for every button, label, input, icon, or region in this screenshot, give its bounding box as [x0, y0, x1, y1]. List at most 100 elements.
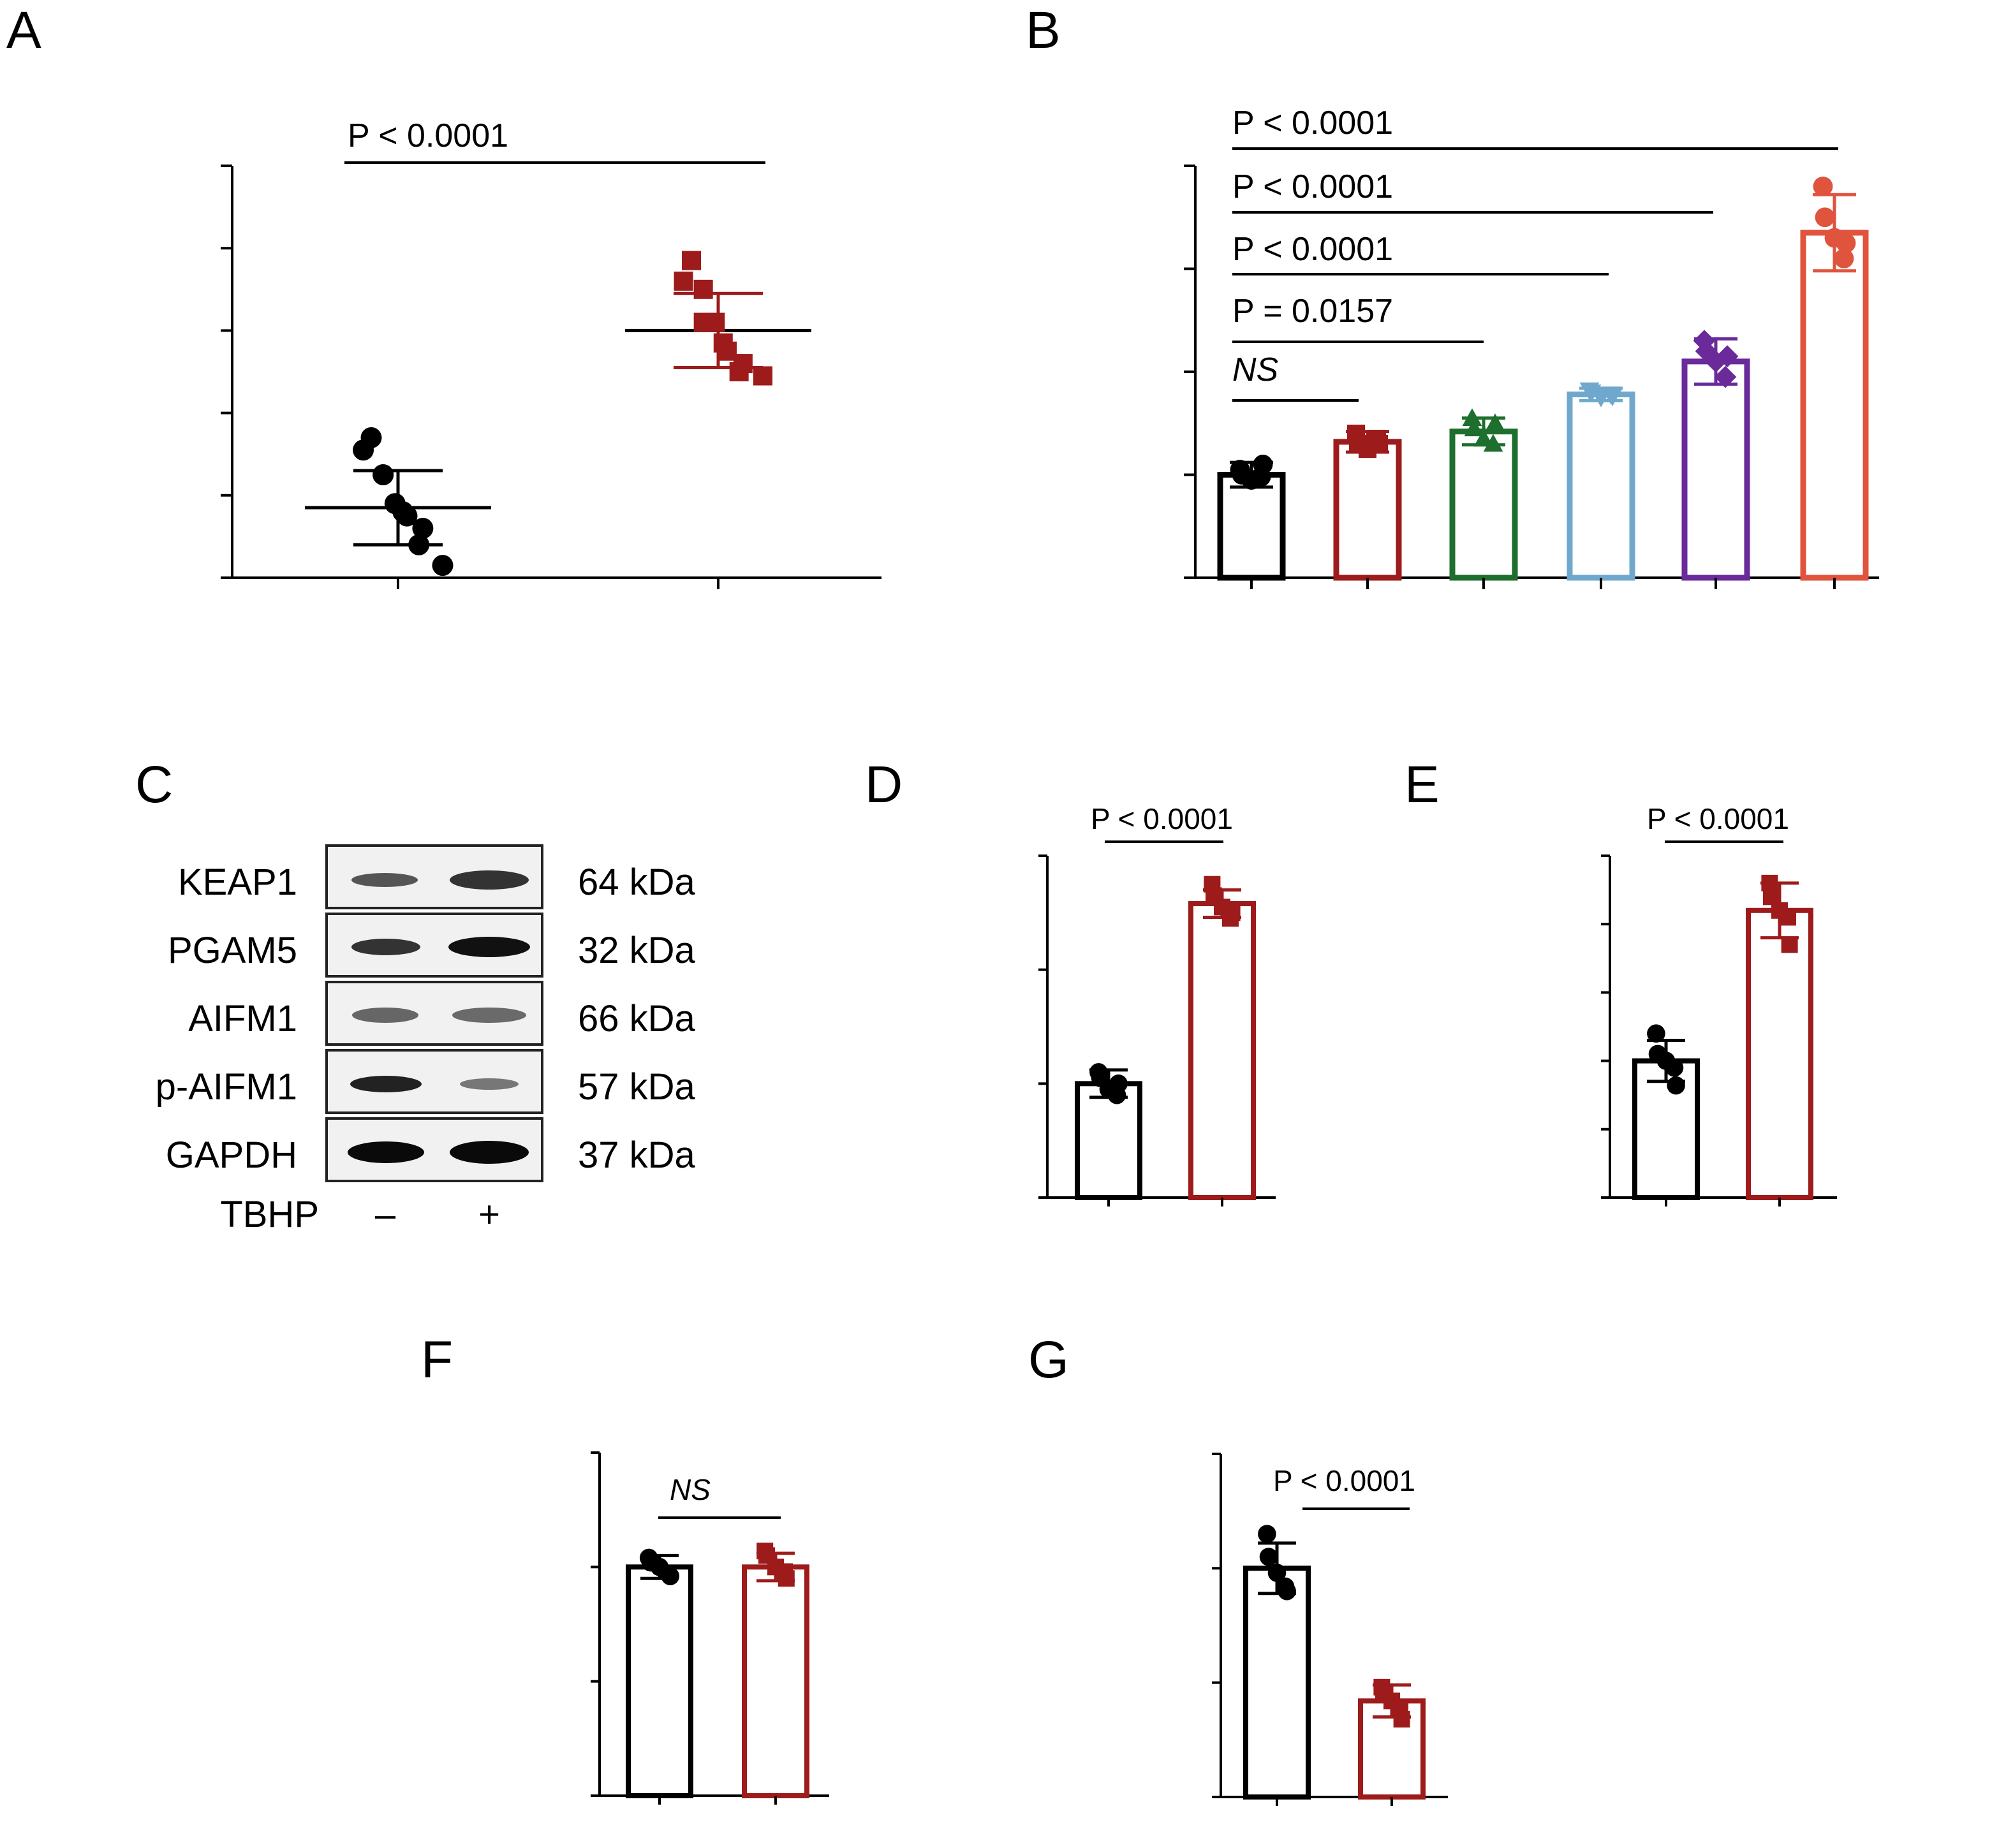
data-point [1602, 388, 1623, 407]
data-point [1695, 340, 1718, 363]
data-point [1834, 248, 1854, 268]
bar [626, 1564, 693, 1798]
data-point [661, 1567, 680, 1585]
panel-letter-b: B [1026, 1, 1061, 59]
western-blot-panel: KEAP1 PGAM5 AIFM1 p-AIFM1 GAPDH 64 kDa 3… [156, 844, 696, 1235]
blot-size-label: 32 kDa [578, 930, 696, 971]
data-point [753, 366, 772, 386]
data-point [1714, 365, 1737, 388]
panel-letter-d: D [865, 756, 903, 814]
blot-band [452, 1008, 526, 1023]
data-point [1647, 1024, 1665, 1043]
bar [1188, 901, 1256, 1201]
bar [1567, 392, 1635, 581]
data-point [1393, 1711, 1410, 1728]
chart-panel-d [1038, 854, 1276, 1206]
data-point [674, 271, 693, 291]
p-value-label-a: P < 0.0001 [348, 117, 508, 154]
blot-band [352, 1008, 418, 1023]
data-point [1716, 345, 1739, 368]
data-point [1464, 418, 1484, 437]
panel-letter-g: G [1028, 1331, 1069, 1389]
data-point [1370, 435, 1388, 453]
blot-size-label: 37 kDa [578, 1134, 696, 1176]
p-value-label-e: P < 0.0001 [1647, 802, 1789, 835]
bar [1681, 358, 1750, 581]
data-point [408, 534, 430, 555]
chart-panel-f [591, 1451, 829, 1805]
data-point [1836, 233, 1856, 253]
data-point [1781, 936, 1798, 953]
data-point [1278, 1581, 1296, 1601]
data-point [1483, 434, 1503, 452]
p-value-label-b-100: P < 0.0001 [1232, 168, 1393, 205]
blot-band [448, 937, 530, 957]
data-point [693, 279, 713, 299]
panel-letter-a: A [6, 1, 41, 59]
data-point [353, 439, 374, 461]
blot-protein-label: AIFM1 [188, 998, 297, 1039]
treatment-minus: – [375, 1194, 396, 1235]
data-point [1462, 408, 1482, 426]
data-point [1815, 207, 1835, 228]
data-point [682, 251, 701, 270]
blot-band [351, 939, 420, 955]
p-value-label-d: P < 0.0001 [1091, 802, 1233, 835]
data-point [1665, 1059, 1684, 1077]
blot-protein-label: KEAP1 [178, 862, 297, 903]
data-point [373, 464, 394, 485]
chart-panel-e [1601, 854, 1837, 1206]
data-point [1581, 384, 1602, 402]
panel-letter-f: F [421, 1331, 453, 1389]
blot-band [460, 1078, 519, 1090]
p-value-label-b-150: P < 0.0001 [1232, 105, 1393, 142]
p-value-label-b-50: P = 0.0157 [1232, 293, 1393, 330]
blot-protein-label: GAPDH [166, 1134, 297, 1176]
blot-band [450, 870, 529, 890]
blot-band [350, 1076, 422, 1092]
bar [1217, 472, 1286, 581]
bar [1075, 1081, 1142, 1201]
bar [742, 1564, 809, 1798]
blot-protein-label: PGAM5 [168, 930, 297, 971]
data-point [432, 555, 454, 576]
ns-label-f: NS [670, 1473, 711, 1506]
data-point [1473, 429, 1494, 447]
blot-size-label: 66 kDa [578, 998, 696, 1039]
blot-band [348, 1141, 424, 1163]
data-point [412, 517, 434, 539]
data-point [1267, 1564, 1287, 1582]
bar [1746, 907, 1813, 1200]
data-point [705, 312, 725, 332]
data-point [1780, 909, 1796, 926]
data-point [1258, 1525, 1276, 1543]
blot-band [450, 1141, 529, 1164]
data-point [1109, 1074, 1128, 1093]
data-point [1253, 454, 1273, 474]
bar [1449, 429, 1518, 581]
data-point [1704, 350, 1727, 373]
ns-label-b-25: NS [1232, 351, 1279, 388]
p-value-label-b-75: P < 0.0001 [1232, 231, 1393, 268]
panel-letter-c: C [135, 756, 173, 814]
chart-panel-a [221, 165, 881, 589]
chart-panel-g [1212, 1453, 1448, 1806]
bar [1800, 230, 1869, 581]
blot-protein-label: p-AIFM1 [156, 1066, 297, 1108]
chart-panel-b [1184, 165, 1879, 589]
panel-letter-e: E [1405, 756, 1440, 814]
data-point [396, 505, 418, 527]
treatment-label: TBHP [220, 1194, 319, 1235]
data-point [1693, 330, 1716, 352]
data-point [1667, 1076, 1685, 1095]
data-point [778, 1570, 795, 1587]
data-point [1485, 413, 1505, 432]
data-point [1223, 904, 1241, 921]
bar [1243, 1566, 1311, 1800]
treatment-plus: + [478, 1194, 500, 1235]
p-value-label-g: P < 0.0001 [1273, 1464, 1415, 1497]
data-point [1813, 176, 1833, 196]
blot-band [351, 873, 418, 887]
blot-size-label: 64 kDa [578, 862, 696, 903]
